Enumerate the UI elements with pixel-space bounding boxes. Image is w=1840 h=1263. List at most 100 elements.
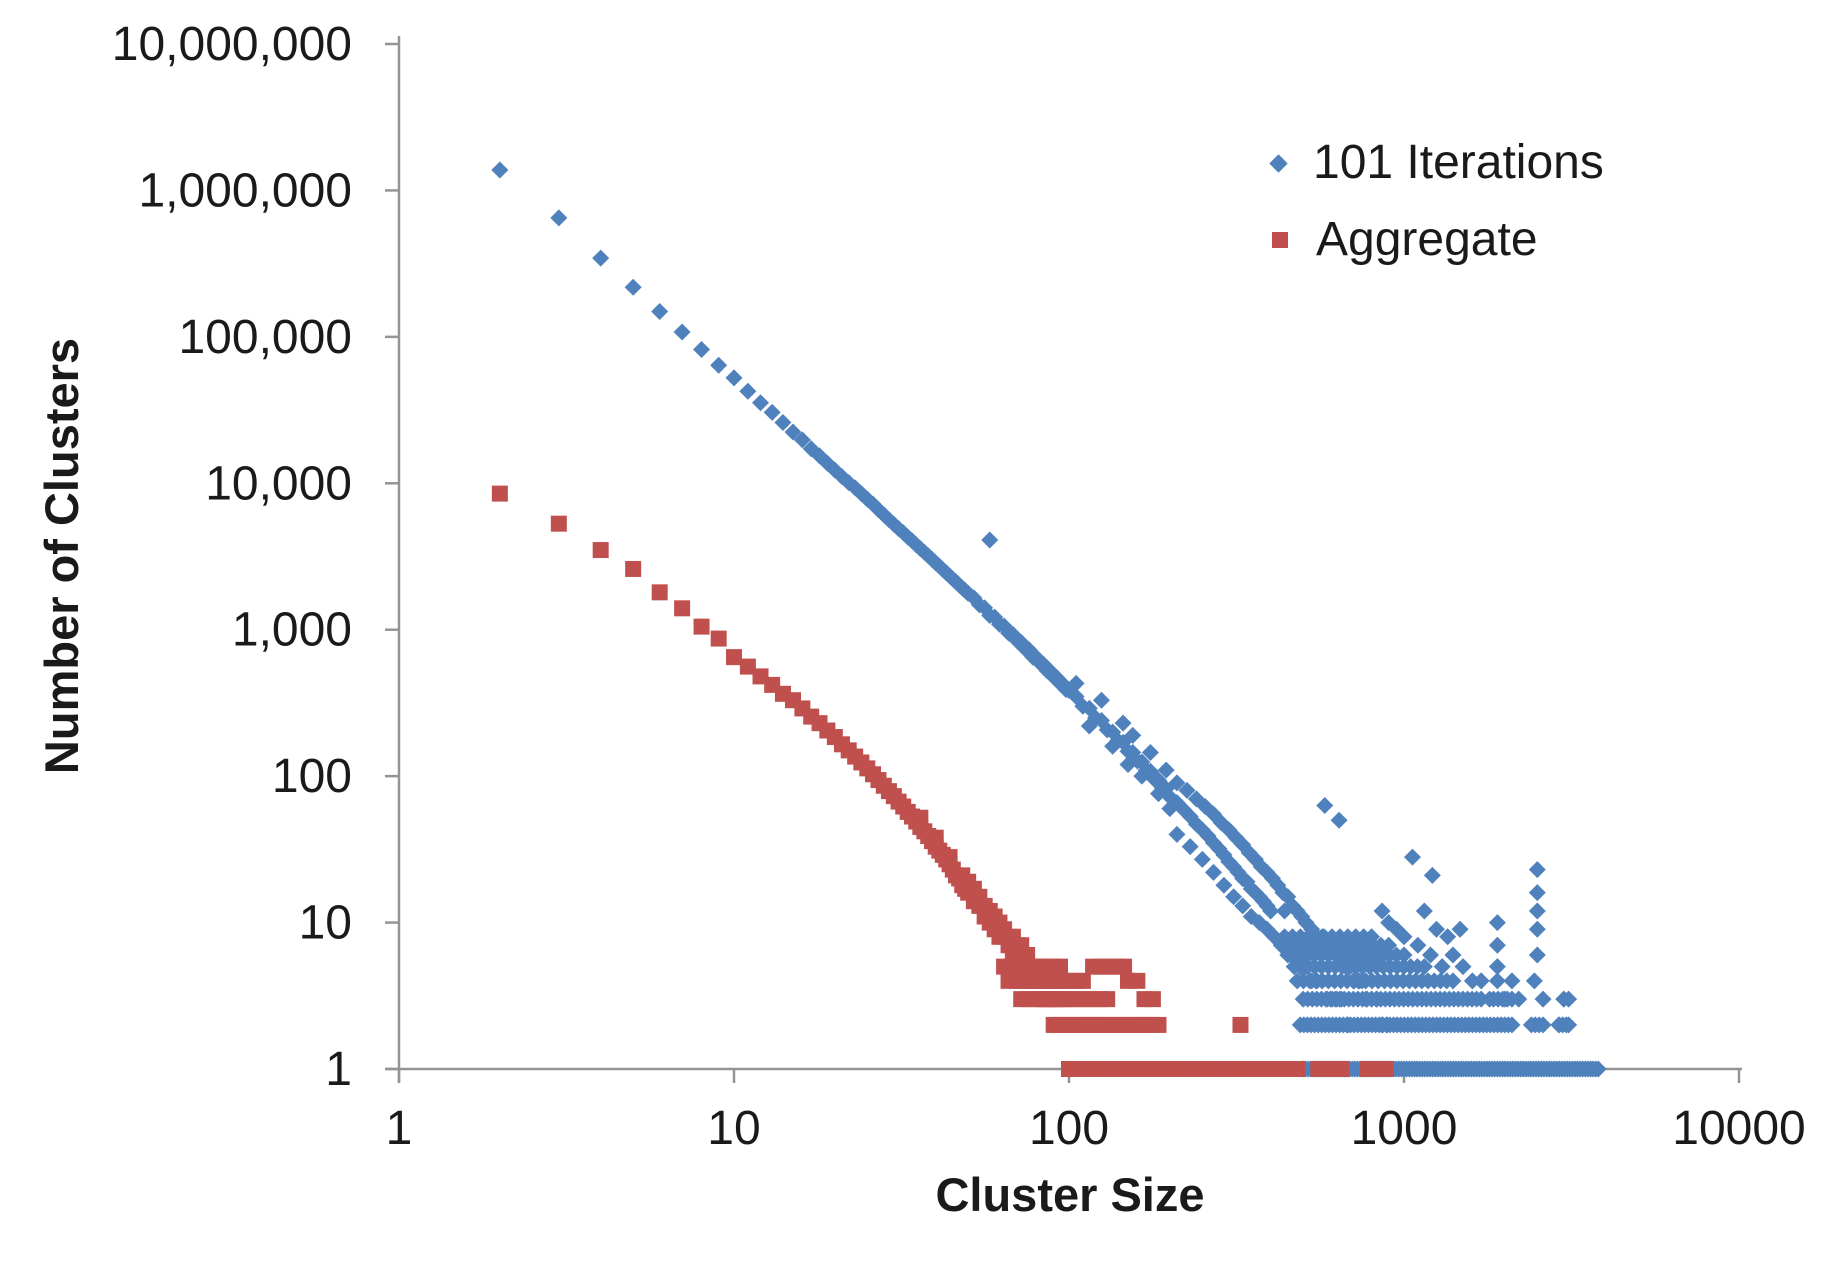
data-point-diamond <box>1423 866 1441 884</box>
data-point-diamond <box>1262 902 1280 920</box>
data-point-diamond <box>1395 946 1413 964</box>
data-point-diamond <box>1488 914 1506 932</box>
data-point-square <box>1051 958 1068 975</box>
data-point-square <box>1150 1016 1167 1033</box>
data-point-diamond <box>651 302 669 320</box>
data-point-diamond <box>1373 902 1391 920</box>
data-point-diamond <box>1157 761 1175 779</box>
data-point-diamond <box>1534 1016 1552 1034</box>
data-point-square <box>710 630 727 647</box>
data-point-diamond <box>1168 825 1186 843</box>
data-point-diamond <box>1433 958 1451 976</box>
data-point-square <box>1333 1061 1350 1077</box>
data-points-101-iterations <box>491 161 1607 1078</box>
data-point-diamond <box>1168 774 1186 792</box>
y-tick-label: 10,000,000 <box>112 18 352 71</box>
data-point-diamond <box>1444 946 1462 964</box>
data-point-diamond <box>1525 972 1543 990</box>
square-icon <box>1272 232 1288 248</box>
x-axis-title: Cluster Size <box>935 1168 1204 1221</box>
data-point-diamond <box>1012 633 1030 651</box>
data-point-diamond <box>1193 850 1211 868</box>
data-point-diamond <box>1488 972 1506 990</box>
x-tick-label: 10000 <box>1672 1102 1805 1155</box>
data-point-diamond <box>710 356 728 374</box>
diamond-icon <box>1269 153 1288 173</box>
data-point-square <box>674 600 691 617</box>
data-point-diamond <box>1534 990 1552 1008</box>
data-point-diamond <box>1092 691 1110 709</box>
legend-label: 101 Iterations <box>1313 136 1604 189</box>
data-point-diamond <box>870 501 888 519</box>
data-point-diamond <box>1528 884 1546 902</box>
data-point-square <box>592 542 609 559</box>
data-point-square <box>912 809 929 826</box>
data-point-square <box>739 658 756 675</box>
y-tick-label: 1,000 <box>232 604 352 657</box>
data-point-diamond <box>1472 990 1490 1008</box>
data-point-diamond <box>1330 811 1348 829</box>
data-points-aggregate <box>491 485 1394 1077</box>
data-point-diamond <box>491 161 509 179</box>
data-point-diamond <box>1427 920 1445 938</box>
y-tick-label: 100 <box>272 750 352 803</box>
data-point-square <box>1129 972 1146 989</box>
data-point-square <box>491 485 508 502</box>
data-point-diamond <box>1463 972 1481 990</box>
data-point-diamond <box>1560 990 1578 1008</box>
data-point-square <box>927 829 944 846</box>
data-point-square <box>651 584 668 601</box>
data-point-diamond <box>1528 902 1546 920</box>
data-point-diamond <box>550 209 568 227</box>
data-point-diamond <box>1472 972 1490 990</box>
data-point-diamond <box>1503 990 1521 1008</box>
data-point-diamond <box>1557 1016 1575 1034</box>
legend: 101 Iterations Aggregate <box>1269 128 1604 282</box>
data-point-square <box>693 618 710 635</box>
data-point-diamond <box>1528 920 1546 938</box>
data-point-diamond <box>1503 1016 1521 1034</box>
data-point-square <box>1099 991 1116 1008</box>
data-point-diamond <box>1415 902 1433 920</box>
data-point-diamond <box>784 423 802 441</box>
data-point-diamond <box>1415 958 1433 976</box>
data-point-diamond <box>1205 863 1223 881</box>
data-point-square <box>1144 991 1161 1008</box>
data-point-diamond <box>774 414 792 432</box>
data-point-square <box>941 849 958 866</box>
y-tick-label: 1 <box>325 1043 352 1096</box>
data-point-diamond <box>1503 972 1521 990</box>
data-point-square <box>1289 1061 1306 1077</box>
data-point-diamond <box>1234 897 1252 915</box>
data-point-diamond <box>1403 848 1421 866</box>
data-point-diamond <box>1178 781 1196 799</box>
legend-label: Aggregate <box>1316 213 1538 266</box>
y-tick-label: 10,000 <box>205 457 352 510</box>
data-point-diamond <box>1395 928 1413 946</box>
legend-item-101-iterations: 101 Iterations <box>1269 128 1604 198</box>
x-tick-label: 100 <box>1029 1102 1109 1155</box>
data-point-diamond <box>1488 936 1506 954</box>
data-point-diamond <box>1488 958 1506 976</box>
data-point-diamond <box>1181 838 1199 856</box>
data-point-diamond <box>1225 888 1243 906</box>
data-point-diamond <box>981 531 999 549</box>
x-tick-label: 10 <box>707 1102 760 1155</box>
data-point-diamond <box>1316 797 1334 815</box>
y-tick-label: 1,000,000 <box>138 164 352 217</box>
y-tick-label: 10 <box>299 897 352 950</box>
data-point-square <box>1377 1061 1394 1077</box>
data-point-diamond <box>693 340 711 358</box>
data-point-diamond <box>1409 936 1427 954</box>
data-point-diamond <box>1422 946 1440 964</box>
data-point-diamond <box>1454 958 1472 976</box>
data-point-diamond <box>1528 861 1546 879</box>
data-point-diamond <box>1067 674 1085 692</box>
data-point-diamond <box>752 394 770 412</box>
data-point-diamond <box>1215 876 1233 894</box>
data-point-diamond <box>1124 726 1142 744</box>
data-point-diamond <box>725 369 743 387</box>
data-point-square <box>625 560 642 577</box>
data-point-diamond <box>1528 946 1546 964</box>
x-tick-label: 1 <box>386 1102 413 1155</box>
